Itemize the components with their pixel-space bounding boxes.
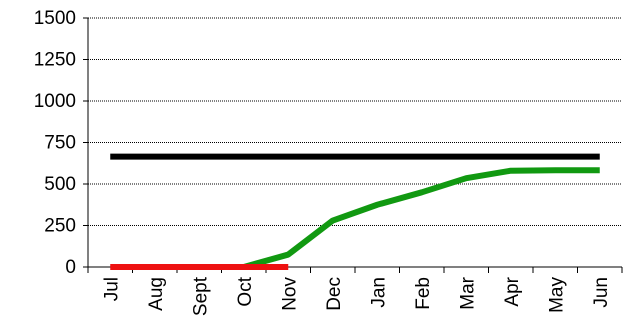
x-tick-label: Dec: [324, 277, 345, 311]
y-tick-label: 750: [44, 133, 76, 154]
series-line-1: [242, 167, 600, 270]
x-tick-label: Nov: [279, 277, 300, 311]
y-tick-label: 0: [65, 257, 76, 278]
x-tick-label: Jun: [591, 277, 612, 308]
x-tick-label: May: [546, 277, 567, 313]
y-tick-labels: 0 250 500 750 1000 1250 1500: [34, 8, 76, 278]
y-tick-label: 500: [44, 174, 76, 195]
x-tick-labels: Jul Aug Sept Oct Nov Dec Jan Feb Mar Apr May Jun: [101, 276, 612, 316]
y-tick-label: 1000: [34, 91, 76, 112]
x-tick-label: Mar: [457, 276, 478, 309]
series-lines: [110, 153, 600, 270]
axes: [83, 17, 623, 273]
y-tick-label: 250: [44, 216, 76, 237]
x-tick-label: Feb: [413, 277, 434, 310]
y-tick-label: 1500: [34, 8, 76, 29]
y-tick-label: 1250: [34, 50, 76, 71]
x-tick-label: Aug: [146, 277, 167, 311]
x-tick-label: Oct: [235, 276, 256, 306]
x-tick-label: Jul: [101, 277, 122, 301]
gridlines: [88, 17, 622, 226]
x-tick-label: Apr: [502, 276, 523, 306]
x-tick-label: Jan: [368, 277, 389, 308]
x-tick-label: Sept: [190, 276, 211, 316]
